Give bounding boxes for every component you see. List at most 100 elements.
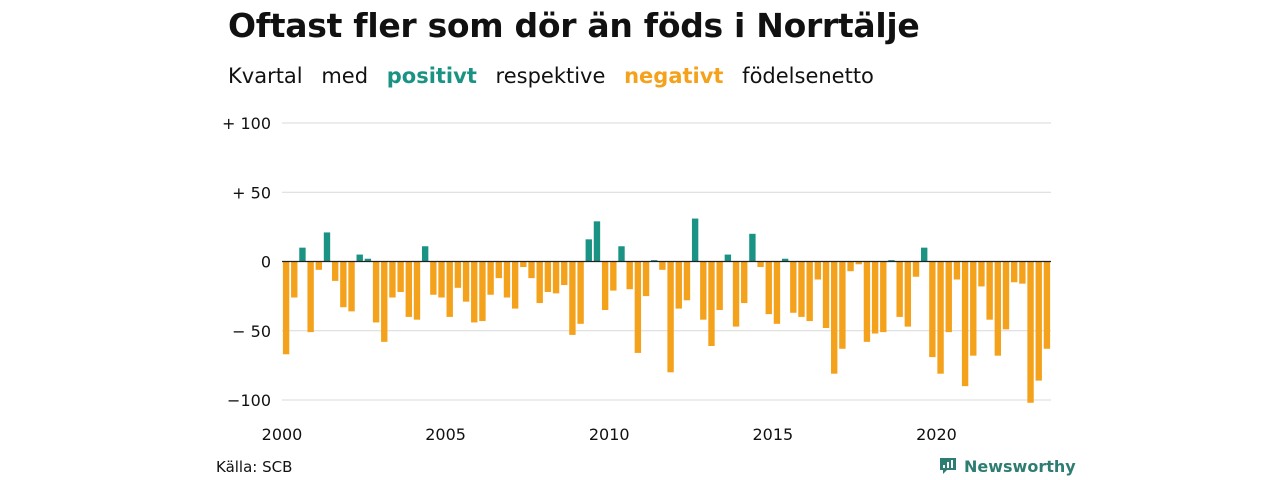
bar-negative: [291, 261, 298, 298]
bar-negative: [863, 261, 871, 342]
source-note: Källa: SCB: [216, 458, 293, 476]
bar-negative: [814, 261, 822, 280]
bar-negative: [307, 261, 314, 333]
bar-negative: [340, 261, 347, 308]
bar-negative: [675, 261, 682, 309]
y-tick-label: + 50: [232, 183, 271, 202]
x-tick-label: 2005: [425, 425, 466, 444]
bar-negative: [462, 261, 470, 302]
bar-negative: [536, 261, 543, 304]
bar-negative: [904, 261, 912, 327]
bar-positive: [593, 221, 601, 262]
bar-negative: [471, 261, 478, 323]
bar-negative: [454, 261, 462, 288]
y-tick-label: + 100: [222, 114, 271, 133]
bar-negative: [659, 261, 666, 270]
bar-negative: [790, 261, 797, 313]
bar-negative: [970, 261, 977, 356]
bar-negative: [741, 261, 748, 304]
bar-negative: [855, 261, 862, 265]
bar-negative: [577, 261, 584, 324]
bar-negative: [839, 261, 846, 349]
bar-negative: [880, 261, 887, 333]
bar-negative: [331, 261, 339, 281]
x-tick-label: 2015: [752, 425, 793, 444]
bar-negative: [773, 261, 781, 324]
bars: [282, 218, 1051, 403]
subtitle-text-1: Kvartal: [228, 64, 303, 88]
bar-negative: [495, 261, 502, 279]
newsworthy-logo-icon: [940, 458, 956, 474]
x-tick-label: 2020: [916, 425, 957, 444]
bar-positive: [651, 260, 658, 262]
bar-negative: [372, 261, 380, 323]
bar-negative: [1011, 261, 1018, 283]
bar-negative: [667, 261, 674, 373]
bar-negative: [871, 261, 879, 334]
brand-name: Newsworthy: [964, 456, 1076, 476]
bar-negative: [757, 261, 764, 268]
subtitle-negative-label: negativt: [624, 64, 724, 88]
chart-title: Oftast fler som dör än föds i Norrtälje: [228, 6, 920, 45]
bar-negative: [446, 261, 453, 317]
bar-positive: [618, 246, 625, 262]
bar-negative: [732, 261, 740, 327]
bar-positive: [364, 258, 372, 262]
bar-positive: [888, 260, 895, 262]
bar-negative: [912, 261, 920, 277]
subtitle-positive-label: positivt: [386, 64, 477, 88]
bar-negative: [1043, 261, 1051, 349]
bar-negative: [986, 261, 993, 320]
bar-negative: [822, 261, 830, 328]
bar-negative: [929, 261, 936, 358]
bar-positive: [299, 247, 306, 262]
bar-negative: [413, 261, 421, 320]
bar-negative: [487, 261, 494, 295]
bar-negative: [961, 261, 969, 387]
bar-negative: [847, 261, 854, 272]
bar-negative: [831, 261, 838, 374]
x-axis: 2000 2005 2010 2015 2020: [262, 425, 957, 444]
bar-negative: [544, 261, 552, 292]
bar-positive: [421, 246, 429, 262]
bar-positive: [585, 239, 592, 262]
bar-negative: [708, 261, 715, 346]
bar-negative: [1019, 261, 1026, 284]
bar-negative: [994, 261, 1002, 356]
bar-negative: [503, 261, 511, 298]
bar-negative: [945, 261, 952, 333]
bar-positive: [781, 258, 789, 262]
bar-negative: [937, 261, 944, 374]
y-axis: + 100 + 50 0 − 50 −100: [222, 114, 271, 410]
bar-negative: [683, 261, 691, 301]
bar-negative: [315, 261, 322, 270]
gridlines: [282, 122, 1051, 401]
bar-negative: [1035, 261, 1042, 381]
bar-negative: [511, 261, 519, 309]
bar-negative: [520, 261, 527, 268]
bar-positive: [356, 254, 363, 262]
bar-negative: [1002, 261, 1010, 330]
bar-negative: [561, 261, 568, 286]
bar-negative: [405, 261, 412, 317]
chart-subtitle: Kvartal med positivt respektive negativt…: [228, 64, 886, 88]
bar-negative: [1027, 261, 1034, 403]
y-tick-label: 0: [261, 253, 271, 272]
brand: Newsworthy: [938, 456, 1076, 476]
subtitle-text-4: födelsenetto: [742, 64, 874, 88]
y-tick-label: − 50: [232, 322, 271, 341]
bar-negative: [381, 261, 388, 342]
bar-negative: [765, 261, 772, 315]
bar-negative: [389, 261, 396, 298]
bar-positive: [724, 254, 732, 262]
bar-positive: [921, 247, 928, 262]
bar-negative: [430, 261, 437, 295]
bar-negative: [552, 261, 560, 294]
bar-negative: [642, 261, 650, 297]
bar-positive: [749, 233, 756, 262]
bar-negative: [479, 261, 486, 322]
bar-negative: [348, 261, 355, 312]
subtitle-text-3: respektive: [495, 64, 606, 88]
bar-negative: [397, 261, 404, 292]
